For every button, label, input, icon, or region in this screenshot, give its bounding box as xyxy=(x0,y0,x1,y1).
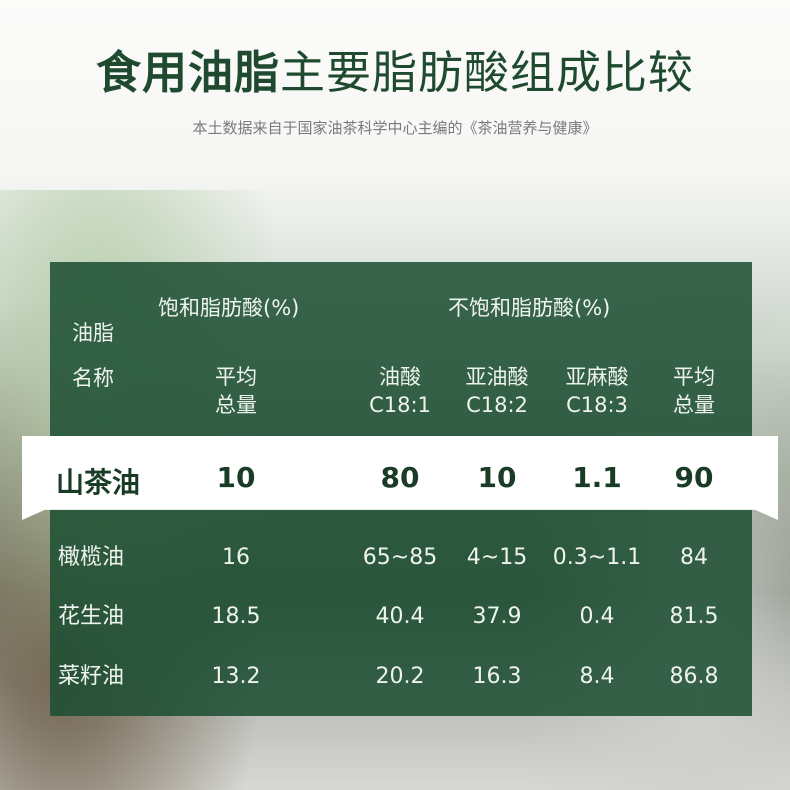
header-saturated: 饱和脂肪酸(%) xyxy=(158,296,300,320)
column-header: 亚油酸 xyxy=(465,365,529,389)
subtitle: 本土数据来自于国家油茶科学中心主编的《茶油营养与健康》 xyxy=(192,119,598,137)
page-title: 食用油脂主要脂肪酸组成比较 xyxy=(0,36,790,101)
column-header: 油酸 xyxy=(379,365,421,389)
table-cell: 16 xyxy=(222,545,250,570)
row-name: 橄榄油 xyxy=(58,545,125,570)
table-cell: 13.2 xyxy=(211,664,261,689)
highlight-row-bg xyxy=(22,436,778,520)
table-cell: 90 xyxy=(674,461,714,494)
title-bold: 食用油脂 xyxy=(95,46,280,99)
table-cell: 81.5 xyxy=(669,604,719,629)
table-cell: 20.2 xyxy=(375,664,425,689)
header-unsaturated: 不饱和脂肪酸(%) xyxy=(448,296,611,320)
column-header: 平均 xyxy=(673,365,715,389)
table-cell: 4~15 xyxy=(466,545,528,570)
column-header: 总量 xyxy=(215,393,257,417)
column-header: C18:2 xyxy=(466,393,528,417)
column-header: 平均 xyxy=(215,365,257,389)
table-cell: 40.4 xyxy=(375,604,425,629)
table-cell: 80 xyxy=(380,461,420,494)
table-cell: 37.9 xyxy=(472,604,522,629)
table-cell: 0.4 xyxy=(579,604,615,629)
row-name: 菜籽油 xyxy=(58,664,125,689)
row-name: 花生油 xyxy=(58,604,125,629)
table-cell: 10 xyxy=(477,461,517,494)
header-name-1: 油脂 xyxy=(72,321,114,345)
table-cell: 84 xyxy=(680,545,708,570)
column-header: C18:3 xyxy=(566,393,628,417)
table-cell: 10 xyxy=(216,461,256,494)
column-header: C18:1 xyxy=(369,393,431,417)
table-cell: 65~85 xyxy=(362,545,438,570)
table-cell: 18.5 xyxy=(211,604,261,629)
table-cell: 0.3~1.1 xyxy=(552,545,642,570)
table-cell: 1.1 xyxy=(572,461,622,494)
table-cell: 86.8 xyxy=(669,664,719,689)
row-name: 山茶油 xyxy=(56,466,141,499)
title-regular: 主要脂肪酸组成比较 xyxy=(280,46,695,99)
table-cell: 16.3 xyxy=(472,664,522,689)
column-header: 亚麻酸 xyxy=(565,365,629,389)
column-header: 总量 xyxy=(673,393,715,417)
header-name-2: 名称 xyxy=(72,366,114,390)
table-cell: 8.4 xyxy=(579,664,615,689)
